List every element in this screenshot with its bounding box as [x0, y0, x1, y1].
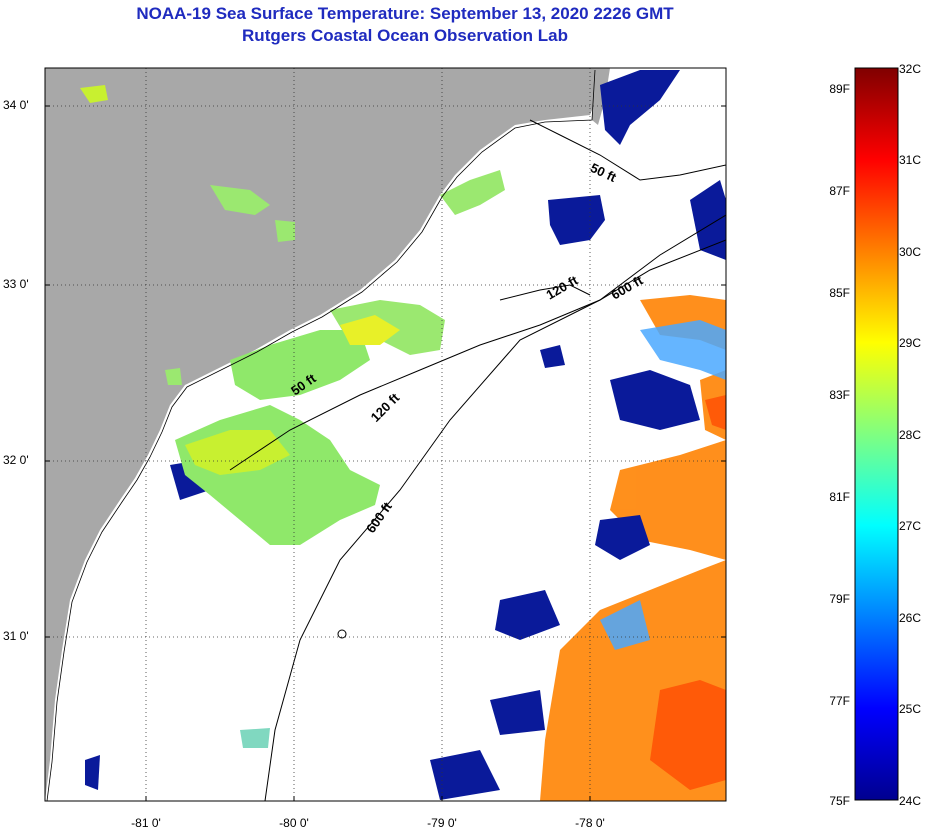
colorbar-label-83f: 83F: [829, 388, 850, 402]
lat-tick-31: 31 0': [3, 629, 29, 643]
colorbar-label-32c: 32C: [899, 62, 922, 76]
colorbar-label-89f: 89F: [829, 82, 850, 96]
map-frame: [44, 67, 727, 802]
graticule: [45, 68, 726, 801]
colorbar-label-79f: 79F: [829, 592, 850, 606]
isobath-600ft: [264, 239, 726, 801]
isobath-contours: [229, 119, 726, 801]
transitional-water: [600, 320, 726, 650]
colorbar-label-27c: 27C: [899, 519, 922, 533]
cool-water-patches: [85, 70, 726, 800]
land-area: [45, 68, 598, 801]
colorbar-label-26c: 26C: [899, 611, 922, 625]
lon-tick-81: -81 0': [131, 816, 161, 830]
isobath-120ft: [229, 214, 726, 471]
colorbar-label-77f: 77F: [829, 694, 850, 708]
lon-tick-79: -79 0': [427, 816, 457, 830]
land-cape: [592, 68, 610, 125]
isobath-50ft: [529, 119, 726, 181]
colorbar-label-28c: 28C: [899, 428, 922, 442]
colorbar-label-31c: 31C: [899, 153, 922, 167]
map-subtitle: Rutgers Coastal Ocean Observation Lab: [242, 26, 568, 45]
lon-tick-78: -78 0': [575, 816, 605, 830]
colorbar-label-30c: 30C: [899, 245, 922, 259]
map-title: NOAA-19 Sea Surface Temperature: Septemb…: [136, 4, 674, 23]
lat-tick-32: 32 0': [3, 453, 29, 467]
colorbar-label-25c: 25C: [899, 702, 922, 716]
colorbar-label-87f: 87F: [829, 184, 850, 198]
lat-tick-33: 33 0': [3, 277, 29, 291]
colorbar-label-24c: 24C: [899, 794, 922, 808]
colorbar-label-75f: 75F: [829, 794, 850, 808]
colorbar-label-85f: 85F: [829, 286, 850, 300]
lon-tick-80: -80 0': [279, 816, 309, 830]
colorbar-gradient: [854, 67, 899, 801]
colorbar-label-81f: 81F: [829, 490, 850, 504]
hot-water-patches: [650, 395, 726, 790]
lat-tick-34: 34 0': [3, 98, 29, 112]
coastline: [46, 69, 596, 801]
colorbar-label-29c: 29C: [899, 336, 922, 350]
